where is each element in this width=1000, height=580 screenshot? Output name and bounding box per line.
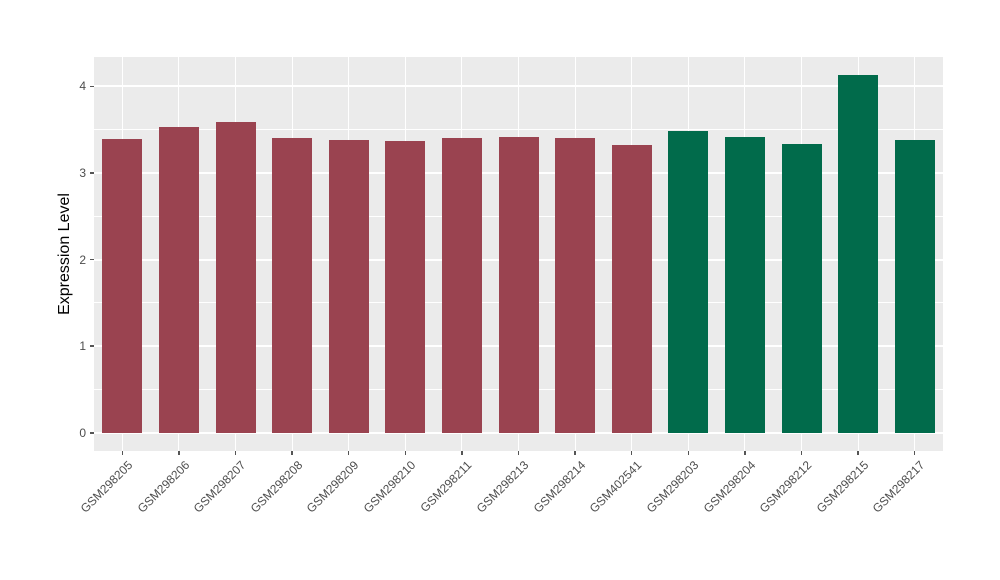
x-tick-label: GSM402541 xyxy=(587,458,645,516)
bar-GSM298204 xyxy=(724,136,765,433)
x-tick-mark xyxy=(178,451,180,455)
x-tick-mark xyxy=(687,451,690,455)
y-tick-mark xyxy=(90,258,94,261)
x-tick-label: GSM298211 xyxy=(417,458,475,515)
x-tick-mark xyxy=(800,451,803,455)
x-tick-mark xyxy=(913,451,916,455)
x-tick-mark xyxy=(121,451,124,455)
x-tick-label: GSM298213 xyxy=(473,458,532,516)
x-tick-label: GSM298205 xyxy=(77,458,136,516)
x-tick-mark xyxy=(461,451,463,455)
bar-GSM298203 xyxy=(668,131,709,433)
x-tick-label: GSM298210 xyxy=(360,458,419,516)
bar-GSM298217 xyxy=(894,140,935,433)
x-tick-label: GSM298209 xyxy=(304,458,362,516)
plot-panel xyxy=(94,57,943,451)
x-tick-label: GSM298215 xyxy=(813,458,872,516)
y-tick-mark xyxy=(90,172,94,174)
bar-GSM298211 xyxy=(441,137,482,433)
bar-GSM298215 xyxy=(838,75,879,433)
x-tick-mark xyxy=(234,451,237,455)
y-tick-mark xyxy=(90,85,94,88)
y-tick-mark xyxy=(90,345,94,347)
y-tick-label: 3 xyxy=(79,166,86,181)
bar-GSM298214 xyxy=(555,138,596,433)
bar-GSM298212 xyxy=(781,144,822,433)
x-tick-mark xyxy=(857,451,859,455)
y-tick-label: 1 xyxy=(79,339,86,354)
bar-GSM298210 xyxy=(385,140,426,433)
x-tick-mark xyxy=(574,451,576,455)
x-tick-label: GSM298206 xyxy=(134,458,192,516)
x-tick-mark xyxy=(517,451,520,455)
bar-GSM298213 xyxy=(498,136,539,433)
x-tick-mark xyxy=(744,451,746,455)
x-tick-label: GSM298212 xyxy=(756,458,815,516)
x-tick-mark xyxy=(404,451,407,455)
bar-GSM298208 xyxy=(272,137,313,433)
y-tick-label: 2 xyxy=(79,252,86,267)
x-tick-label: GSM298204 xyxy=(700,458,758,516)
x-tick-mark xyxy=(291,451,293,455)
x-tick-label: GSM298203 xyxy=(643,458,702,516)
x-tick-label: GSM298208 xyxy=(247,458,306,516)
y-tick-mark xyxy=(90,432,94,434)
y-tick-label: 4 xyxy=(79,79,86,94)
x-tick-label: GSM298214 xyxy=(530,458,589,516)
bar-GSM298206 xyxy=(158,127,199,433)
bar-GSM298209 xyxy=(328,140,369,433)
x-tick-mark xyxy=(347,451,350,455)
y-tick-label: 0 xyxy=(79,425,86,440)
bar-GSM298205 xyxy=(102,139,143,433)
x-tick-label: GSM298207 xyxy=(190,458,249,516)
x-tick-label: GSM298217 xyxy=(870,458,928,516)
x-tick-mark xyxy=(630,451,633,455)
bar-GSM402541 xyxy=(611,145,652,433)
bar-GSM298207 xyxy=(215,121,256,433)
